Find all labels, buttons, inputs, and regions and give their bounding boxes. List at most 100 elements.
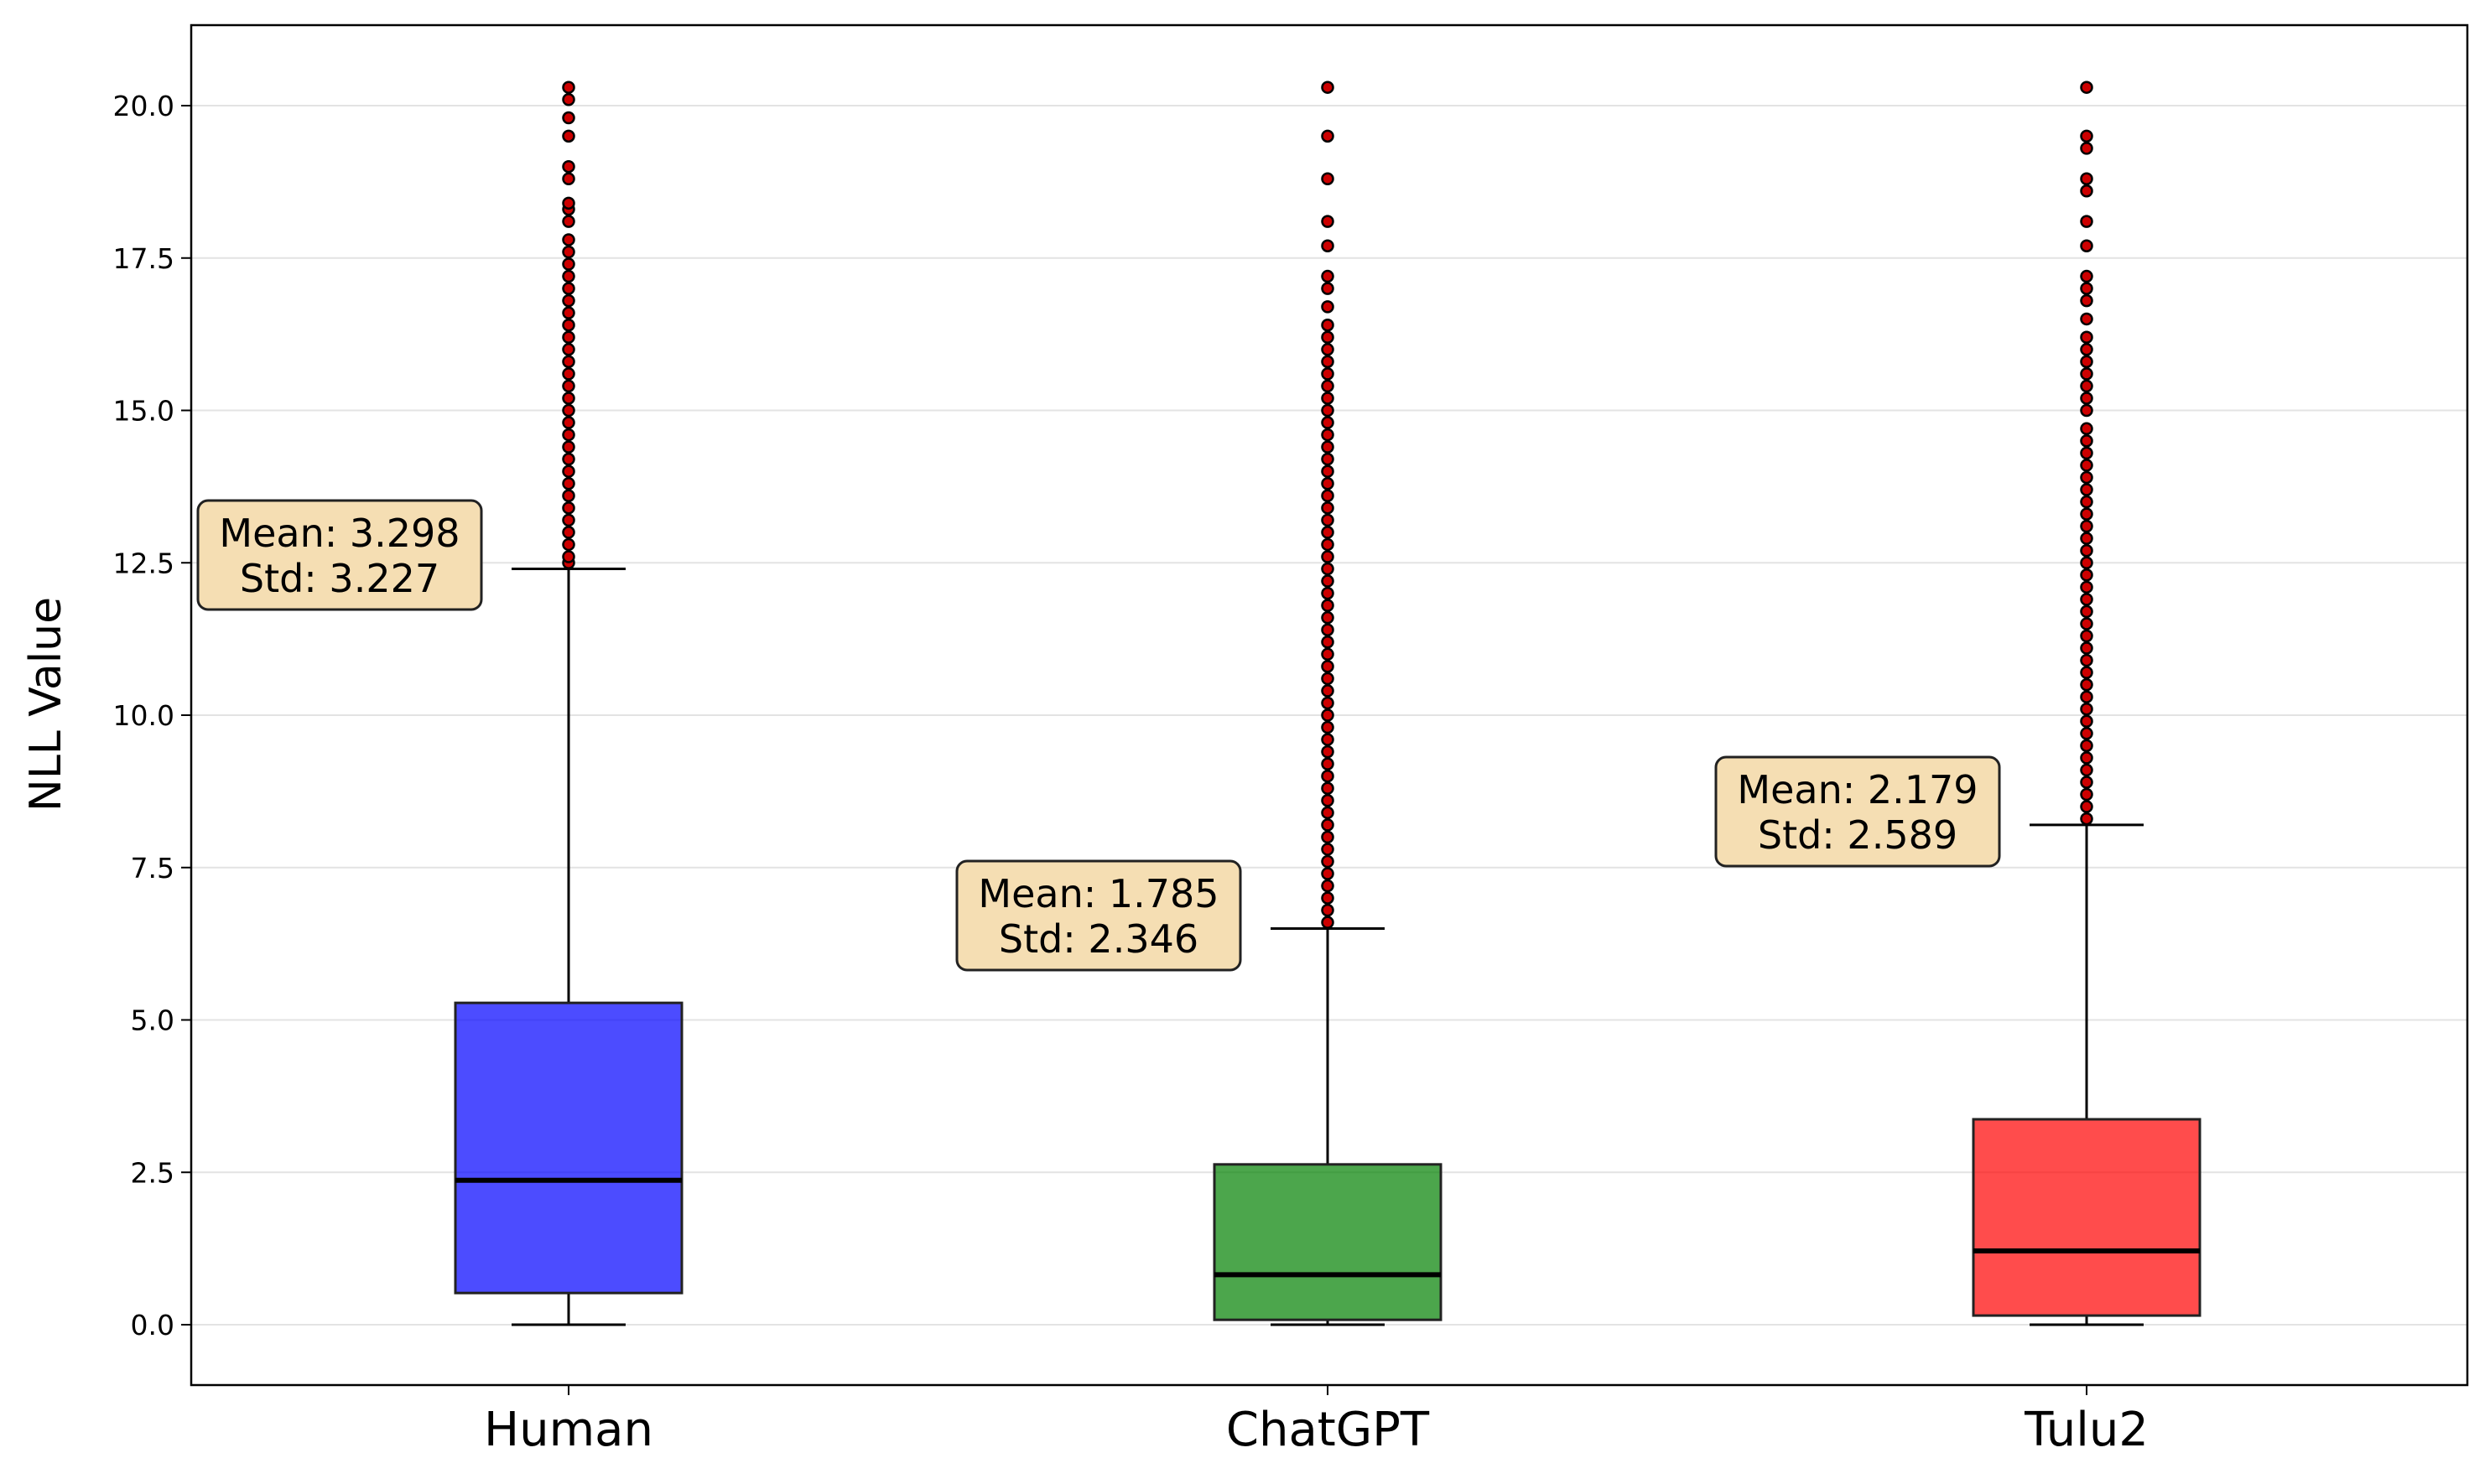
outlier-point	[562, 428, 575, 442]
outlier-point	[1321, 708, 1334, 722]
outlier-point	[1321, 818, 1334, 832]
outlier-point	[1321, 757, 1334, 771]
outlier-point	[2080, 446, 2093, 460]
outlier-point	[2080, 641, 2093, 655]
outlier-point	[1321, 891, 1334, 905]
outlier-point	[2080, 677, 2093, 692]
outlier-point	[562, 318, 575, 332]
outlier-point	[2080, 556, 2093, 569]
outlier-point	[562, 416, 575, 429]
outlier-point	[2080, 434, 2093, 448]
outlier-point	[562, 501, 575, 515]
outlier-point	[1321, 537, 1334, 552]
y-axis-title: NLL Value	[21, 597, 71, 812]
outlier-point	[2080, 379, 2093, 393]
outlier-point	[1321, 660, 1334, 673]
outlier-point	[1321, 696, 1334, 710]
y-tick-label: 2.5	[131, 1156, 174, 1189]
box-plots	[454, 80, 2201, 1326]
outlier-point	[1321, 916, 1334, 929]
y-tick-label: 10.0	[113, 699, 174, 732]
outlier-point	[1321, 428, 1334, 442]
x-axis-ticks: Human ChatGPT Tulu2	[484, 1385, 2149, 1457]
outlier-point	[1321, 239, 1334, 252]
outlier-point	[2080, 617, 2093, 630]
outlier-point	[2080, 459, 2093, 472]
outlier-point	[2080, 367, 2093, 381]
y-tick-label: 17.5	[113, 242, 174, 275]
y-tick-label: 12.5	[113, 547, 174, 579]
outlier-point	[1321, 318, 1334, 332]
outlier-point	[1321, 550, 1334, 563]
outlier-point	[2080, 568, 2093, 582]
outlier-point	[1321, 526, 1334, 539]
outlier-point	[562, 379, 575, 393]
outlier-point	[2080, 172, 2093, 185]
outlier-point	[1321, 330, 1334, 345]
outlier-point	[2080, 702, 2093, 716]
outlier-point	[2080, 580, 2093, 594]
outlier-point	[562, 129, 575, 143]
outlier-point	[1321, 464, 1334, 478]
outlier-point	[1321, 647, 1334, 662]
outlier-point	[562, 269, 575, 283]
outlier-point	[2080, 495, 2093, 509]
outlier-point	[1321, 903, 1334, 917]
outlier-point	[2080, 532, 2093, 545]
outlier-point	[562, 306, 575, 319]
outlier-point	[1321, 452, 1334, 466]
outlier-point	[2080, 392, 2093, 405]
outlier-point	[1321, 489, 1334, 503]
outlier-point	[562, 537, 575, 552]
outlier-point	[1321, 781, 1334, 795]
annotation-mean-text: Mean: 2.179	[1737, 767, 1978, 812]
annotation-mean-text: Mean: 3.298	[219, 511, 460, 556]
outlier-point	[2080, 483, 2093, 496]
outlier-point	[562, 440, 575, 454]
outlier-point	[1321, 720, 1334, 734]
annotation-box	[955, 859, 1242, 972]
outlier-point	[1321, 623, 1334, 636]
outlier-point	[2080, 751, 2093, 765]
outlier-point	[1321, 501, 1334, 515]
outlier-point	[562, 343, 575, 356]
outlier-point	[2080, 543, 2093, 558]
y-axis-ticks: 0.0 2.5 5.0 7.5 10.0 12.5 15.0 17.5 20.0	[113, 90, 191, 1341]
outlier-point	[562, 526, 575, 539]
outlier-point	[1321, 854, 1334, 869]
outlier-point	[2080, 80, 2093, 94]
outlier-point	[2080, 666, 2093, 679]
outlier-point	[1321, 843, 1334, 856]
outlier-point	[1321, 672, 1334, 686]
outlier-point	[562, 367, 575, 381]
annotation-mean-text: Mean: 1.785	[978, 871, 1219, 916]
outlier-point	[1321, 416, 1334, 429]
iqr-box	[1972, 1118, 2201, 1317]
outlier-point	[2080, 739, 2093, 753]
outlier-point	[1321, 806, 1334, 820]
outlier-point	[1321, 513, 1334, 527]
outlier-point	[2080, 422, 2093, 436]
outlier-point	[1321, 610, 1334, 625]
annotation-std-text: Std: 2.346	[999, 916, 1198, 962]
outlier-point	[562, 233, 575, 246]
outlier-point	[1321, 562, 1334, 576]
outlier-point	[562, 282, 575, 295]
outlier-point	[1321, 769, 1334, 783]
iqr-box	[454, 1001, 684, 1295]
outlier-point	[1321, 392, 1334, 405]
outlier-point	[1321, 282, 1334, 295]
x-tick-label: ChatGPT	[1226, 1403, 1430, 1457]
outlier-point	[1321, 574, 1334, 588]
outlier-point	[562, 355, 575, 369]
annotation-std-text: Std: 2.589	[1758, 812, 1957, 858]
outlier-point	[2080, 604, 2093, 619]
outlier-point	[2080, 184, 2093, 198]
outlier-point	[1321, 355, 1334, 369]
y-tick-label: 5.0	[131, 1004, 174, 1037]
outlier-point	[1321, 879, 1334, 893]
outlier-point	[2080, 269, 2093, 283]
outlier-point	[2080, 142, 2093, 155]
